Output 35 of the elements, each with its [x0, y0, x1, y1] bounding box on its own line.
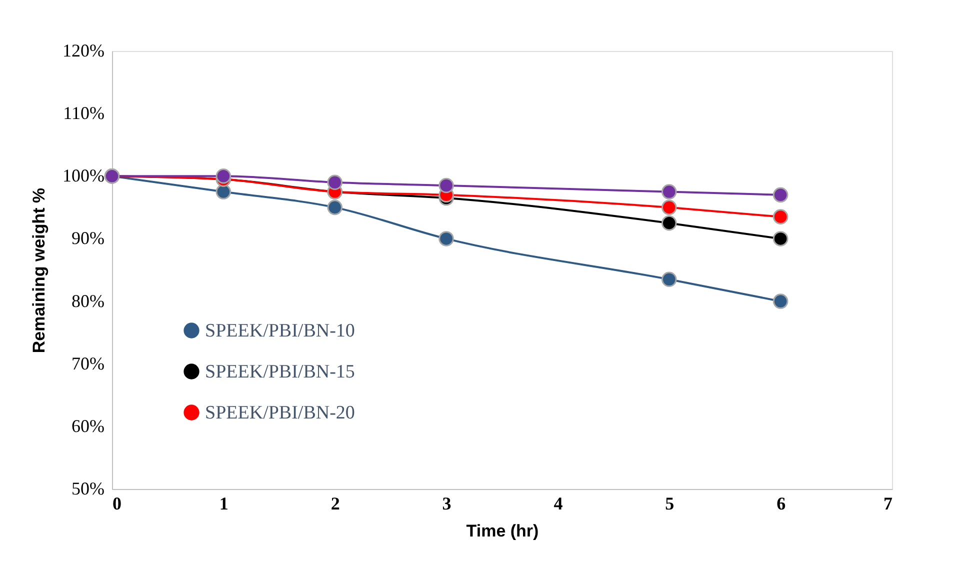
y-tick-label: 90% — [72, 228, 104, 248]
y-tick-label: 70% — [72, 353, 104, 374]
y-axis-title: Remaining weight % — [30, 188, 49, 354]
x-tick-label: 6 — [776, 494, 786, 514]
point — [772, 209, 788, 224]
point — [216, 184, 232, 200]
point — [438, 231, 454, 246]
point — [662, 215, 677, 231]
y-tick-label: 80% — [72, 290, 104, 311]
y-tick-label: 60% — [72, 416, 104, 436]
x-tick-label: 5 — [665, 494, 674, 514]
x-axis-title: Time (hr) — [466, 522, 539, 540]
point — [662, 272, 677, 288]
point — [327, 174, 342, 190]
y-tick-label: 100% — [62, 166, 104, 186]
x-tick-label: 1 — [219, 494, 228, 514]
point — [327, 200, 342, 216]
y-tick-label: 50% — [72, 478, 104, 498]
x-tick-label: 4 — [554, 494, 563, 514]
point — [772, 231, 788, 246]
point — [662, 200, 677, 216]
y-tick-label: 110% — [63, 103, 105, 124]
x-tick-label: 2 — [330, 494, 340, 514]
point — [662, 184, 677, 200]
point — [772, 294, 788, 309]
legend-label: SPEEK/PBI/BN-20 — [205, 402, 355, 424]
x-tick-label: 3 — [442, 494, 452, 514]
x-tick-label: 7 — [884, 494, 892, 514]
y-tick-label: 120% — [62, 40, 104, 60]
legend-label: SPEEK/PBI/BN-15 — [205, 362, 355, 382]
x-tick-label: 0 — [112, 494, 122, 514]
point — [438, 178, 454, 194]
legend-label: SPEEK/PBI/BN-10 — [205, 320, 355, 342]
point — [216, 168, 232, 184]
point — [772, 187, 788, 203]
